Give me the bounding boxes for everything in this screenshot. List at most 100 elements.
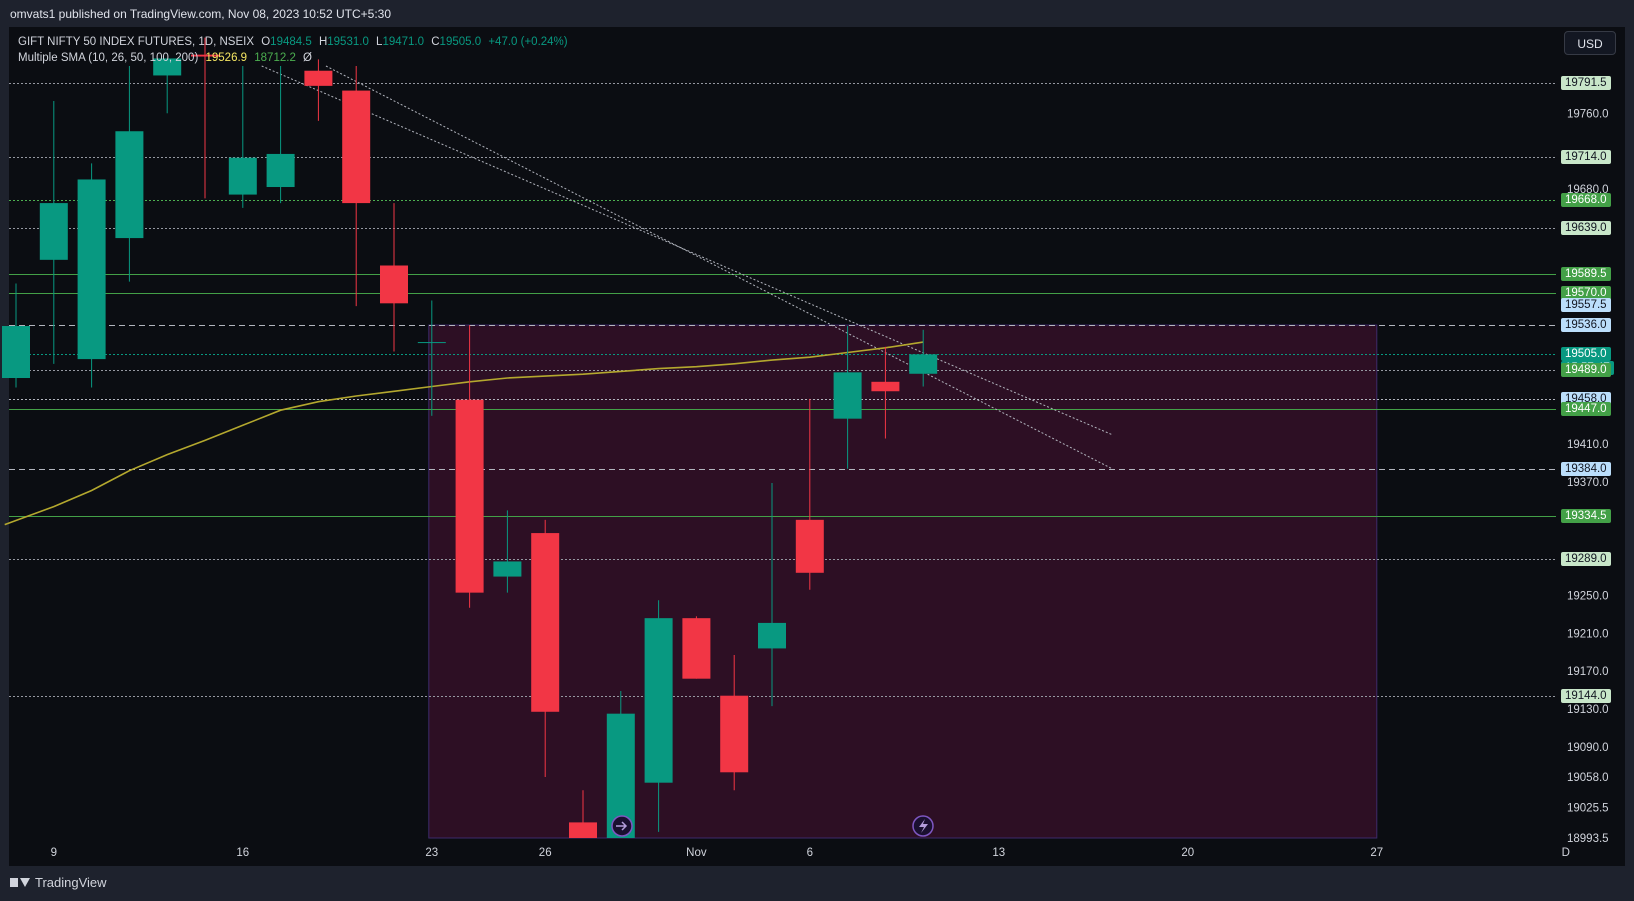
candle-body [417, 342, 446, 344]
price-label-0: 19791.5 [1561, 76, 1611, 91]
x-tick-label: 16 [236, 847, 249, 859]
candle-body [682, 618, 711, 679]
legend-symbol[interactable]: GIFT NIFTY 50 INDEX FUTURES, 1D, NSEIX [18, 36, 255, 48]
candle[interactable] [531, 519, 560, 778]
rectangle-zone[interactable] [428, 324, 1378, 839]
candle-body [531, 533, 560, 712]
candle-body [644, 618, 673, 783]
x-tick-label: 6 [807, 847, 813, 859]
price-label-7: 19536.0 [1561, 318, 1611, 333]
candle-body [304, 70, 333, 86]
y-tick-label: 19025.5 [1567, 803, 1609, 815]
price-label-8: 19505.0 [1561, 347, 1611, 362]
candle-body [228, 157, 257, 195]
y-tick-label: 19370.0 [1567, 477, 1609, 489]
candle-body [266, 153, 295, 188]
candle[interactable] [758, 482, 786, 707]
x-tick-label: 27 [1370, 847, 1383, 859]
candle-body [342, 90, 371, 204]
footer-bar [0, 866, 1634, 901]
legend-close-value: 19505.0 [439, 36, 482, 48]
forward-arrow-glyph [616, 821, 628, 831]
tradingview-logo[interactable]: TradingView [10, 875, 107, 890]
candle[interactable] [115, 66, 144, 282]
candle[interactable] [39, 100, 68, 364]
price-label-15: 19144.0 [1561, 688, 1611, 703]
legend-high-label: H [318, 36, 328, 48]
candle[interactable] [644, 600, 673, 832]
candle[interactable] [153, 58, 182, 114]
x-tick-label: 9 [51, 847, 57, 859]
x-tick-label: D [1562, 847, 1570, 859]
tradingview-brand-text: TradingView [35, 875, 107, 890]
candle-body [39, 203, 68, 260]
candle-body [77, 179, 106, 360]
publish-info-text: omvats1 published on TradingView.com, No… [10, 7, 392, 21]
chart-legend: GIFT NIFTY 50 INDEX FUTURES, 1D, NSEIX O… [18, 34, 572, 66]
legend-change: +47.0 (+0.24%) [488, 36, 568, 48]
candle-body [153, 58, 182, 76]
candle[interactable] [833, 326, 862, 469]
legend-high-value: 19531.0 [327, 36, 369, 48]
price-label-4: 19589.5 [1561, 267, 1611, 282]
candle[interactable] [795, 398, 824, 590]
candle[interactable] [417, 300, 446, 416]
candle-body [115, 131, 144, 239]
candle[interactable] [455, 325, 484, 608]
candle-body [720, 695, 749, 773]
y-tick-label: 19170.0 [1567, 666, 1609, 678]
candle[interactable] [569, 790, 597, 838]
price-label-3: 19639.0 [1561, 220, 1611, 235]
legend-low-value: 19471.0 [382, 36, 425, 48]
legend-sma-label[interactable]: Multiple SMA (10, 26, 50, 100, 200) [18, 52, 199, 64]
tradingview-logo-icon [10, 876, 30, 889]
candle[interactable] [909, 329, 938, 387]
legend-sma-value-3: Ø [303, 52, 312, 64]
price-label-12: 19384.0 [1561, 461, 1611, 476]
y-tick-label: 19410.0 [1567, 439, 1609, 451]
price-label-6: 19557.5 [1561, 297, 1611, 312]
candle[interactable] [228, 66, 257, 208]
candle[interactable] [871, 346, 900, 439]
candle[interactable] [2, 283, 30, 388]
y-tick-label: 19210.0 [1567, 628, 1609, 640]
y-tick-label: 18993.5 [1567, 833, 1609, 845]
candle-body [569, 822, 597, 838]
price-label-13: 19334.5 [1561, 508, 1611, 523]
candle-body [871, 381, 900, 392]
candle[interactable] [682, 616, 711, 679]
legend-symbol-row: GIFT NIFTY 50 INDEX FUTURES, 1D, NSEIX O… [18, 34, 572, 50]
candle-body [191, 54, 219, 57]
candle[interactable] [720, 655, 749, 791]
candle[interactable] [266, 66, 295, 204]
y-tick-label: 19058.0 [1567, 772, 1609, 784]
price-label-1: 19714.0 [1561, 149, 1611, 164]
price-label-14: 19289.0 [1561, 551, 1611, 566]
candle-body [2, 326, 30, 379]
legend-open-value: 19484.5 [270, 36, 312, 48]
legend-low-label: L [376, 36, 383, 48]
lightning-glyph [919, 819, 928, 833]
x-tick-label: 26 [539, 847, 552, 859]
legend-close-label: C [431, 36, 440, 48]
candle[interactable] [342, 66, 371, 307]
x-tick-label: 20 [1181, 847, 1194, 859]
x-tick-label: 23 [425, 847, 438, 859]
candle-body [833, 372, 862, 419]
y-tick-label: 19250.0 [1567, 590, 1609, 602]
candle[interactable] [77, 163, 106, 388]
legend-sma-value-2: 18712.2 [254, 52, 296, 64]
candle[interactable] [380, 203, 408, 352]
legend-sma-row: Multiple SMA (10, 26, 50, 100, 200) 1952… [18, 50, 572, 66]
price-label-9: 19489.0 [1561, 362, 1611, 377]
candle[interactable] [191, 37, 219, 199]
candle[interactable] [493, 510, 522, 593]
trendline-1[interactable] [325, 65, 1113, 470]
currency-button[interactable]: USD [1564, 31, 1616, 55]
trendline-0[interactable] [261, 65, 1113, 436]
candle-body [455, 399, 484, 593]
y-tick-label: 19760.0 [1567, 108, 1609, 120]
candle[interactable] [304, 59, 333, 121]
candle-body [380, 265, 408, 304]
